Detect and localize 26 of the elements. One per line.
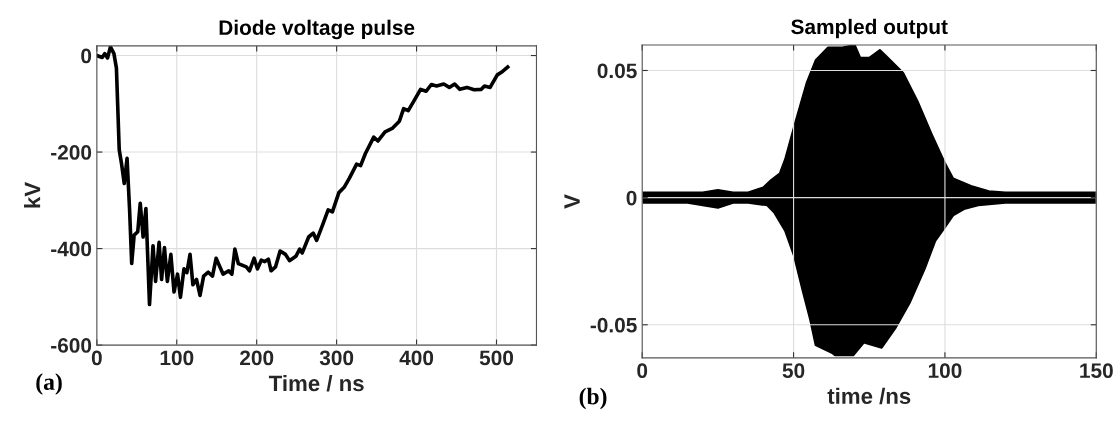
y-tick-label: 0.05 <box>597 63 637 79</box>
x-axis-title: time /ns <box>827 387 911 405</box>
line-series <box>96 45 510 307</box>
y-tick-label: -400 <box>51 241 92 257</box>
x-tick-label: 500 <box>479 350 514 366</box>
y-axis-title: kV <box>24 182 41 208</box>
x-tick-label: 300 <box>319 350 354 366</box>
x-tick-label: 400 <box>399 350 434 366</box>
y-tick-label: -200 <box>51 145 92 160</box>
x-tick-label: 0 <box>91 350 102 366</box>
x-tick-label: 50 <box>782 363 805 379</box>
y-axis-title: V <box>564 194 580 209</box>
y-tick-label: 0 <box>81 48 92 64</box>
x-tick-label: 100 <box>928 363 962 379</box>
x-axis-title: Time / ns <box>268 374 364 392</box>
y-tick-label: -0.05 <box>590 317 637 333</box>
x-tick-label: 100 <box>160 350 194 366</box>
y-tick-label: 0 <box>626 190 637 206</box>
x-tick-label: 150 <box>1080 363 1113 379</box>
text: (a) <box>36 373 62 395</box>
x-tick-label: 0 <box>637 363 648 379</box>
y-tick-label: -600 <box>51 338 92 353</box>
chart-title: Sampled output <box>791 18 948 39</box>
chart-title: Diode voltage pulse <box>219 19 415 40</box>
x-tick-label: 200 <box>240 350 274 366</box>
text: (b) <box>579 387 607 410</box>
